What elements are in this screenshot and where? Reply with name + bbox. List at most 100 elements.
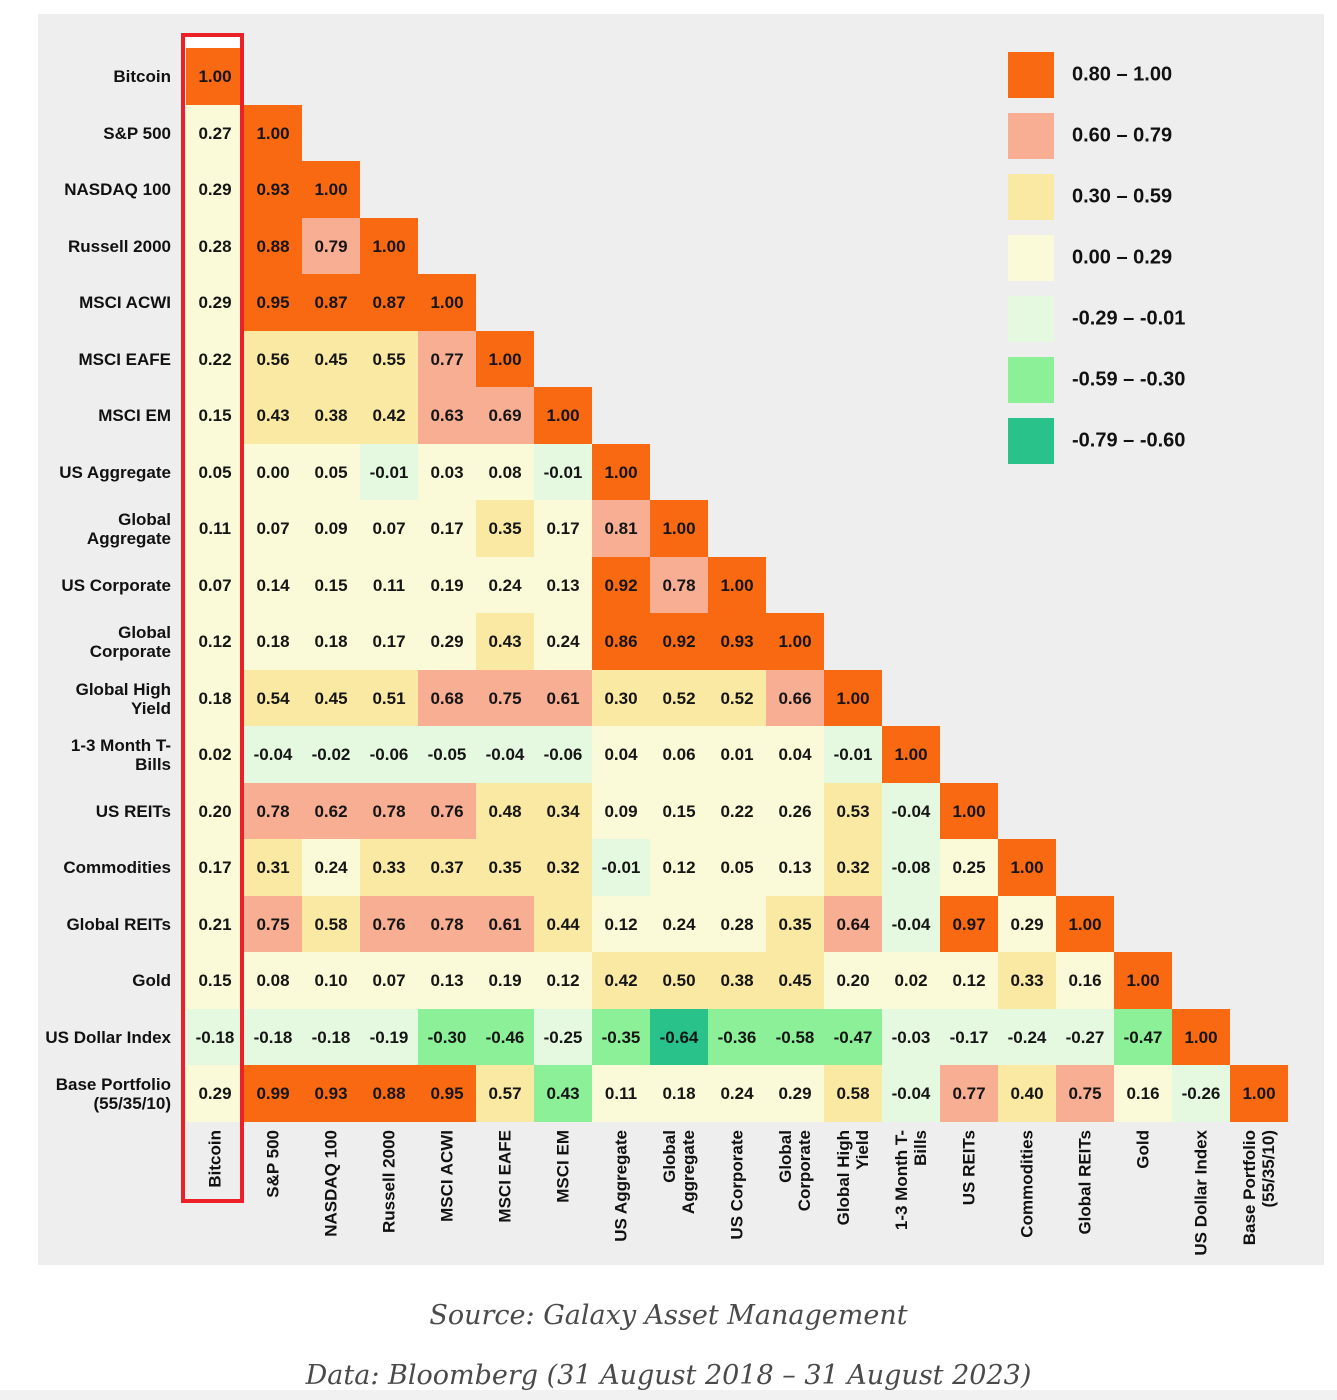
matrix-cell: 0.14 [244,557,302,614]
matrix-cell: 0.20 [824,952,882,1009]
column-label-text: 1-3 Month T-Bills [892,1130,930,1231]
matrix-cell: 0.28 [186,218,244,275]
matrix-cell: -0.46 [476,1009,534,1066]
matrix-cell: 0.17 [418,500,476,557]
matrix-cell: 0.11 [360,557,418,614]
column-label: MSCI EM [534,1130,592,1258]
matrix-cell: 0.33 [998,952,1056,1009]
legend-label: -0.29 – -0.01 [1072,307,1186,330]
matrix-cell: 0.18 [186,670,244,727]
column-label: NASDAQ 100 [302,1130,360,1258]
row-label: MSCI ACWI [79,293,171,312]
matrix-cell: 0.75 [244,896,302,953]
column-label-text: S&P 500 [263,1130,283,1198]
matrix-cell: 0.13 [534,557,592,614]
column-label-text: Russell 2000 [379,1130,399,1234]
column-label: Global Corporate [766,1130,824,1258]
matrix-cell: -0.02 [302,726,360,783]
legend-label: 0.80 – 1.00 [1072,63,1173,86]
matrix-cell: 0.58 [824,1065,882,1122]
matrix-cell: 1.00 [244,105,302,162]
matrix-cell: -0.18 [186,1009,244,1066]
matrix-cell: 0.04 [766,726,824,783]
legend-item: -0.59 – -0.30 [1008,357,1308,403]
matrix-cell: 0.24 [534,613,592,670]
matrix-cell: 1.00 [824,670,882,727]
column-label: Commodities [998,1130,1056,1258]
matrix-cell: 0.93 [302,1065,360,1122]
matrix-cell: 0.30 [592,670,650,727]
matrix-cell: 0.12 [940,952,998,1009]
matrix-cell: -0.19 [360,1009,418,1066]
matrix-cell: 0.08 [244,952,302,1009]
matrix-cell: 0.05 [302,444,360,501]
matrix-cell: 0.32 [534,839,592,896]
row-label: 1-3 Month T-Bills [70,735,171,774]
matrix-cell: 0.02 [186,726,244,783]
row-label: Global Aggregate [86,509,171,548]
matrix-cell: 1.00 [534,387,592,444]
legend-item: -0.79 – -0.60 [1008,418,1308,464]
matrix-cell: 0.29 [766,1065,824,1122]
column-label-text: US Aggregate [611,1130,631,1242]
matrix-cell: 0.11 [186,500,244,557]
matrix-cell: 0.29 [186,274,244,331]
matrix-cell: 0.52 [650,670,708,727]
legend-swatch [1008,113,1054,159]
matrix-cell: 0.26 [766,783,824,840]
matrix-cell: 0.43 [534,1065,592,1122]
matrix-cell: 0.52 [708,670,766,727]
matrix-cell: 0.78 [360,783,418,840]
matrix-cell: 0.24 [476,557,534,614]
matrix-cell: 1.00 [708,557,766,614]
row-label: NASDAQ 100 [64,180,171,199]
matrix-cell: 0.54 [244,670,302,727]
matrix-cell: 0.07 [360,952,418,1009]
matrix-cell: 0.12 [534,952,592,1009]
matrix-cell: 0.17 [360,613,418,670]
row-label: Bitcoin [113,67,171,86]
matrix-cell: 0.01 [708,726,766,783]
legend-swatch [1008,52,1054,98]
matrix-cell: 0.29 [186,1065,244,1122]
legend-item: 0.30 – 0.59 [1008,174,1308,220]
matrix-cell: 0.32 [824,839,882,896]
matrix-cell: 0.24 [302,839,360,896]
matrix-cell: 0.18 [650,1065,708,1122]
matrix-cell: 0.19 [418,557,476,614]
matrix-cell: 0.93 [708,613,766,670]
matrix-cell: 0.86 [592,613,650,670]
matrix-cell: 0.24 [708,1065,766,1122]
matrix-cell: 0.50 [650,952,708,1009]
matrix-cell: 1.00 [998,839,1056,896]
matrix-cell: -0.04 [476,726,534,783]
matrix-cell: 0.15 [650,783,708,840]
matrix-cell: 0.16 [1114,1065,1172,1122]
matrix-cell: 0.78 [418,896,476,953]
matrix-cell: 0.81 [592,500,650,557]
matrix-cell: 0.87 [302,274,360,331]
legend-label: 0.30 – 0.59 [1072,185,1173,208]
matrix-cell: 1.00 [186,48,244,105]
matrix-cell: -0.30 [418,1009,476,1066]
matrix-cell: 0.12 [186,613,244,670]
matrix-cell: 0.64 [824,896,882,953]
matrix-cell: 0.55 [360,331,418,388]
matrix-cell: 0.78 [650,557,708,614]
matrix-cell: -0.01 [534,444,592,501]
matrix-cell: 0.35 [476,500,534,557]
row-label: MSCI EM [98,406,171,425]
matrix-cell: 0.35 [766,896,824,953]
row-label: Commodities [63,858,171,877]
matrix-cell: 0.75 [476,670,534,727]
matrix-cell: 0.62 [302,783,360,840]
column-label-text: US Dollar Index [1191,1130,1211,1256]
matrix-cell: 0.12 [592,896,650,953]
row-label: MSCI EAFE [78,350,171,369]
matrix-cell: 0.05 [708,839,766,896]
row-label: US REITs [95,802,171,821]
legend-swatch [1008,357,1054,403]
matrix-cell: -0.04 [882,1065,940,1122]
column-label: 1-3 Month T-Bills [882,1130,940,1258]
matrix-cell: 0.92 [650,613,708,670]
